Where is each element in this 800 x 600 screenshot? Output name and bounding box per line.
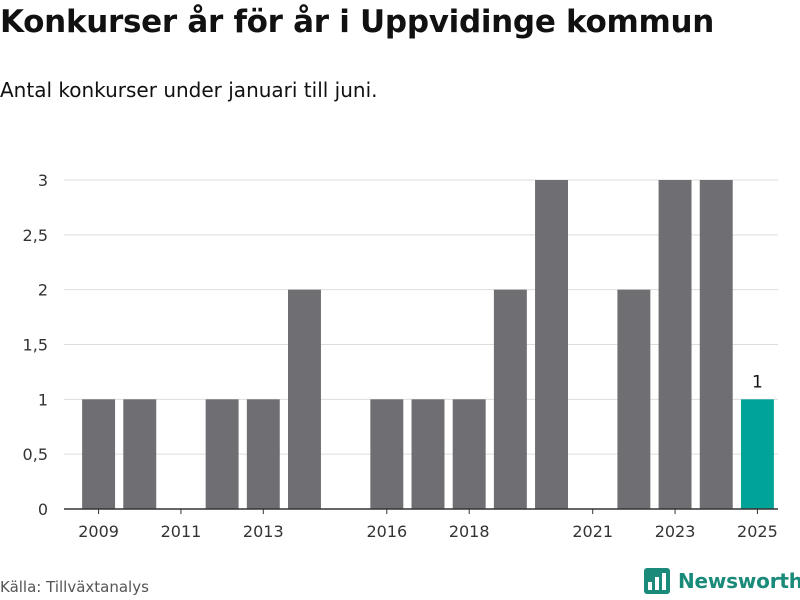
bar-2022: [617, 289, 651, 509]
bar-2013: [246, 399, 280, 509]
x-tick-label: 2013: [243, 522, 284, 541]
bar-2024: [699, 180, 733, 509]
y-tick-label: 1: [38, 390, 48, 409]
bar-2025: [740, 399, 774, 509]
y-tick-labels: 0 0,5 1 1,5 2 2,5 3: [23, 171, 48, 519]
bar-2009: [82, 399, 116, 509]
bar-2014: [288, 289, 321, 509]
bar-2012: [205, 399, 239, 509]
data-label-2025: 1: [752, 372, 763, 392]
bar-2018: [452, 399, 486, 509]
y-tick-label: 1,5: [23, 336, 48, 355]
bar-2017: [411, 399, 445, 509]
x-tick-label: 2021: [572, 522, 613, 541]
chart-title: Konkurser år för år i Uppvidinge kommun: [0, 4, 715, 40]
x-tick-label: 2025: [737, 522, 778, 541]
data-labels: 1: [752, 372, 763, 392]
chart-subtitle: Antal konkurser under januari till juni.: [0, 78, 378, 102]
brand-name: Newsworthy: [678, 569, 800, 593]
x-tick-label: 2009: [78, 522, 119, 541]
y-tick-label: 0: [38, 500, 48, 519]
bar-2016: [370, 399, 404, 509]
bar-chart-logo-icon: [644, 568, 670, 594]
bar-chart: 00,511,522,53 2009 2011 2013 2016 2018 2021 20…: [23, 171, 778, 541]
x-tick-label: 2016: [366, 522, 407, 541]
x-tick-label: 2018: [449, 522, 490, 541]
x-tick-label: 2023: [655, 522, 696, 541]
bar-2019: [493, 289, 527, 509]
y-tick-label: 3: [38, 171, 48, 190]
bar-2010: [123, 399, 157, 509]
source-note: Källa: Tillväxtanalys: [0, 578, 149, 596]
bars: [82, 180, 774, 509]
y-tick-label: 2,5: [23, 226, 48, 245]
y-tick-label: 2: [38, 281, 48, 300]
bar-2020: [535, 180, 568, 509]
x-tick-label: 2011: [161, 522, 202, 541]
bar-2023: [658, 180, 692, 509]
x-tick-labels: 2009 2011 2013 2016 2018 2021 2023 2025: [78, 509, 778, 541]
brand-logo: Newsworthy: [644, 568, 800, 594]
y-tick-label: 0,5: [23, 445, 48, 464]
